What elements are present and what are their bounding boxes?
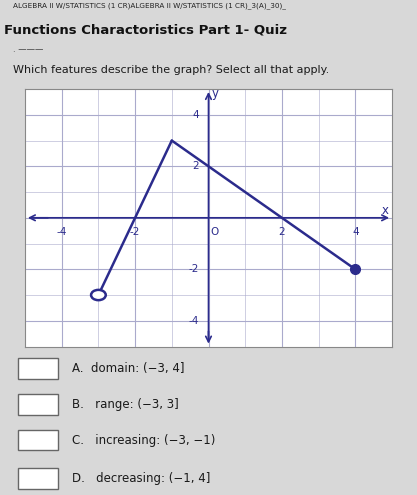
Text: A.  domain: (−3, 4]: A. domain: (−3, 4] — [73, 362, 185, 375]
Text: -2: -2 — [189, 264, 199, 274]
Text: C.   increasing: (−3, −1): C. increasing: (−3, −1) — [73, 434, 216, 446]
Text: 2: 2 — [193, 161, 199, 171]
Text: Functions Charactoristics Part 1- Quiz: Functions Charactoristics Part 1- Quiz — [4, 24, 287, 37]
Text: -4: -4 — [57, 227, 67, 237]
Text: y: y — [211, 87, 219, 100]
Text: O: O — [210, 227, 218, 237]
Text: x: x — [382, 204, 389, 217]
Circle shape — [91, 290, 106, 300]
FancyBboxPatch shape — [18, 394, 58, 415]
Text: . ———: . ——— — [13, 46, 43, 54]
Text: 2: 2 — [279, 227, 285, 237]
Text: 4: 4 — [193, 110, 199, 120]
FancyBboxPatch shape — [18, 430, 58, 450]
Text: 4: 4 — [352, 227, 359, 237]
Text: B.   range: (−3, 3]: B. range: (−3, 3] — [73, 398, 179, 411]
FancyBboxPatch shape — [18, 468, 58, 489]
Text: ALGEBRA II W/STATISTICS (1 CR)ALGEBRA II W/STATISTICS (1 CR)_3(A)_30)_: ALGEBRA II W/STATISTICS (1 CR)ALGEBRA II… — [13, 2, 285, 9]
Text: -4: -4 — [189, 316, 199, 326]
Text: -2: -2 — [130, 227, 140, 237]
Text: D.   decreasing: (−1, 4]: D. decreasing: (−1, 4] — [73, 472, 211, 485]
Text: Which features describe the graph? Select all that apply.: Which features describe the graph? Selec… — [13, 65, 329, 75]
FancyBboxPatch shape — [18, 358, 58, 379]
